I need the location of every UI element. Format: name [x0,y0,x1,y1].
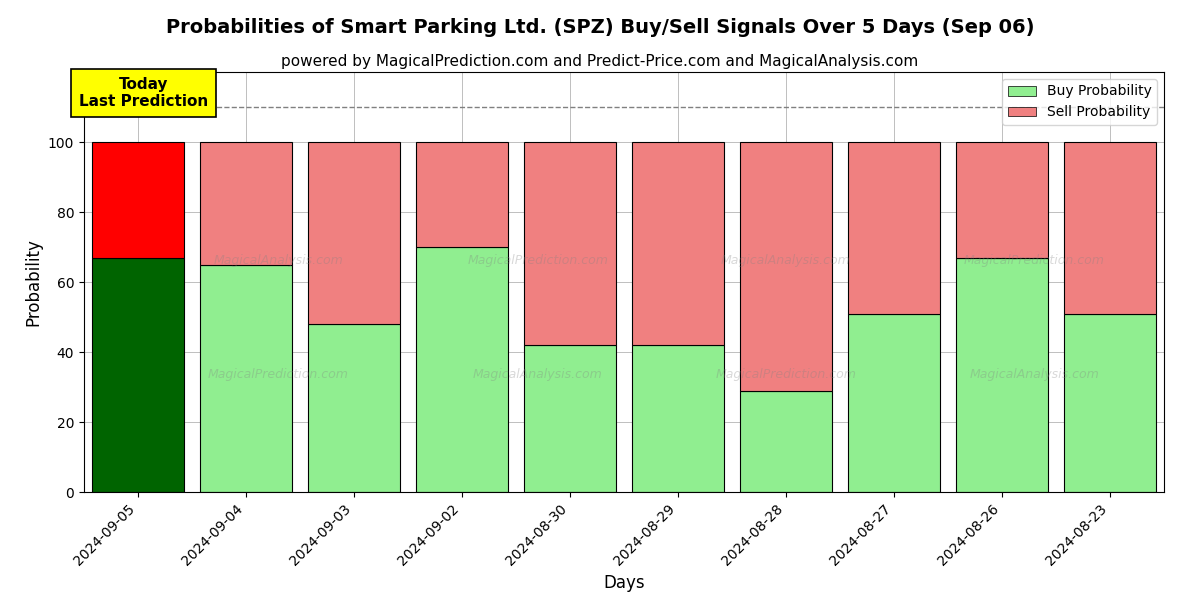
Y-axis label: Probability: Probability [24,238,42,326]
Bar [92,257,184,492]
Text: Today
Last Prediction: Today Last Prediction [79,77,208,109]
Bar [740,142,832,391]
Text: MagicalPrediction.com: MagicalPrediction.com [715,368,857,381]
Bar [200,142,292,265]
Bar [92,142,184,257]
Text: MagicalAnalysis.com: MagicalAnalysis.com [473,368,602,381]
Bar [1064,142,1156,313]
Bar [416,142,508,247]
Bar [848,142,940,313]
Text: MagicalPrediction.com: MagicalPrediction.com [467,254,608,268]
Bar [956,257,1048,492]
Text: MagicalAnalysis.com: MagicalAnalysis.com [721,254,851,268]
Text: Probabilities of Smart Parking Ltd. (SPZ) Buy/Sell Signals Over 5 Days (Sep 06): Probabilities of Smart Parking Ltd. (SPZ… [166,18,1034,37]
Bar [416,247,508,492]
Text: MagicalAnalysis.com: MagicalAnalysis.com [214,254,343,268]
Bar [308,142,400,324]
Bar [740,391,832,492]
Text: MagicalPrediction.com: MagicalPrediction.com [208,368,349,381]
Bar [848,313,940,492]
Legend: Buy Probability, Sell Probability: Buy Probability, Sell Probability [1002,79,1157,125]
Bar [524,345,616,492]
Bar [632,345,724,492]
Text: powered by MagicalPrediction.com and Predict-Price.com and MagicalAnalysis.com: powered by MagicalPrediction.com and Pre… [281,54,919,69]
Bar [524,142,616,345]
Bar [1064,313,1156,492]
X-axis label: Days: Days [604,574,644,592]
Bar [956,142,1048,257]
Bar [632,142,724,345]
Text: MagicalPrediction.com: MagicalPrediction.com [964,254,1105,268]
Bar [200,265,292,492]
Text: MagicalAnalysis.com: MagicalAnalysis.com [970,368,1099,381]
Bar [308,324,400,492]
